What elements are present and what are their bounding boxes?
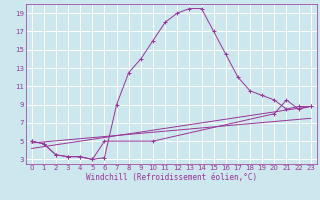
X-axis label: Windchill (Refroidissement éolien,°C): Windchill (Refroidissement éolien,°C) [86, 173, 257, 182]
